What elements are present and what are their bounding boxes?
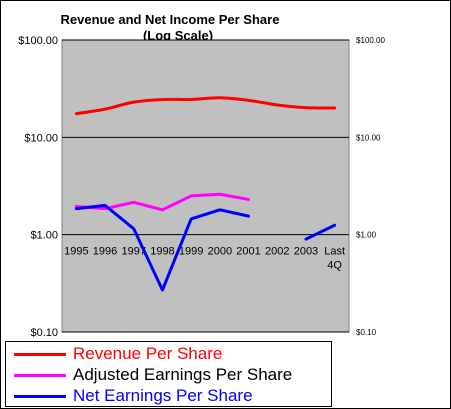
y-tick-label-right: $1.00 — [356, 231, 377, 240]
x-tick-label: 2001 — [236, 246, 260, 258]
legend-label-adjusted-earnings: Adjusted Earnings Per Share — [73, 365, 293, 384]
legend-swatch-net-earnings — [14, 395, 66, 398]
x-tick-label: 2003 — [294, 246, 318, 258]
x-tick-label: 1996 — [93, 246, 117, 258]
x-tick-label: 1998 — [150, 246, 174, 258]
chart-subtitle: (Log Scale) — [143, 28, 213, 43]
y-tick-label-right: $10.00 — [356, 133, 381, 142]
legend: Revenue Per Share Adjusted Earnings Per … — [5, 341, 332, 407]
legend-item-net-earnings: Net Earnings Per Share — [6, 386, 331, 406]
x-tick-label: Last 4Q — [324, 246, 345, 272]
y-tick-label-right: $100.00 — [356, 36, 385, 45]
series-line-net-earnings-per-share — [304, 223, 337, 241]
series-line-revenue-per-share — [74, 96, 337, 116]
chart-title: Revenue and Net Income Per Share — [61, 12, 280, 27]
x-tick-label: 1995 — [64, 246, 88, 258]
legend-swatch-adjusted-earnings — [14, 374, 66, 377]
plot-area — [61, 39, 350, 333]
legend-item-adjusted-earnings: Adjusted Earnings Per Share — [6, 365, 331, 386]
x-tick-label: 2002 — [265, 246, 289, 258]
legend-swatch-revenue — [14, 353, 66, 356]
y-tick-label-left: $10.00 — [24, 132, 58, 144]
series-line-net-earnings-per-share — [74, 203, 251, 292]
legend-label-net-earnings: Net Earnings Per Share — [73, 386, 253, 405]
series-line-adjusted-earnings-per-share — [74, 192, 251, 212]
x-tick-label: 2000 — [208, 246, 232, 258]
y-tick-label-left: $100.00 — [18, 35, 58, 47]
legend-item-revenue: Revenue Per Share — [6, 344, 331, 365]
y-tick-label-right: $0.10 — [356, 328, 377, 337]
x-tick-label: 1999 — [179, 246, 203, 258]
y-tick-label-left: $0.10 — [30, 327, 58, 339]
legend-label-revenue: Revenue Per Share — [73, 344, 223, 363]
x-tick-label: 1997 — [122, 246, 146, 258]
y-tick-label-left: $1.00 — [30, 230, 58, 242]
